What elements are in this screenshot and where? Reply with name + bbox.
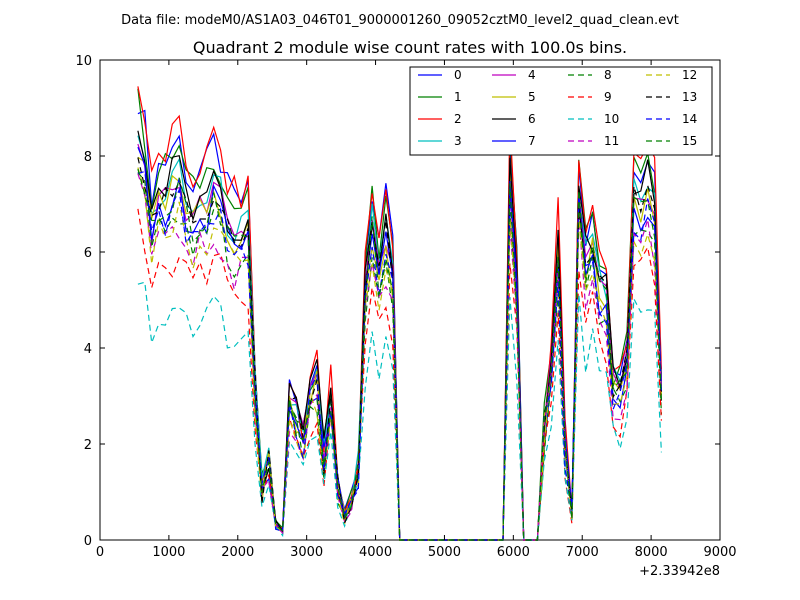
legend-label-12: 12 [682, 68, 697, 82]
x-tick-label: 8000 [635, 545, 668, 560]
series-line-15 [137, 168, 662, 541]
series-line-10 [137, 281, 662, 541]
chart-suptitle: Data file: modeM0/AS1A03_046T01_90000012… [121, 13, 679, 28]
legend-label-11: 11 [604, 134, 619, 148]
x-tick-label: 0 [96, 545, 104, 560]
y-tick-label: 0 [84, 534, 92, 549]
series-line-1 [137, 88, 662, 541]
legend-label-0: 0 [454, 68, 462, 82]
legend-label-13: 13 [682, 90, 697, 104]
legend-label-15: 15 [682, 134, 697, 148]
series-lines [137, 86, 662, 541]
y-tick-label: 8 [84, 150, 92, 165]
x-tick-label: 7000 [566, 545, 599, 560]
legend-label-1: 1 [454, 90, 462, 104]
series-line-9 [137, 208, 662, 541]
legend-label-14: 14 [682, 112, 697, 126]
legend-label-10: 10 [604, 112, 619, 126]
legend-label-3: 3 [454, 134, 462, 148]
y-tick-label: 6 [84, 246, 92, 261]
x-axis-offset-label: +2.33942e8 [639, 564, 720, 579]
x-tick-label: 2000 [221, 545, 254, 560]
legend-label-9: 9 [604, 90, 612, 104]
chart-title: Quadrant 2 module wise count rates with … [193, 38, 627, 57]
x-tick-label: 3000 [290, 545, 323, 560]
legend-label-6: 6 [528, 112, 536, 126]
legend-label-4: 4 [528, 68, 536, 82]
x-tick-label: 5000 [428, 545, 461, 560]
x-tick-label: 4000 [359, 545, 392, 560]
y-tick-label: 10 [75, 54, 92, 69]
x-tick-label: 1000 [152, 545, 185, 560]
x-tick-label: 6000 [497, 545, 530, 560]
legend-label-5: 5 [528, 90, 536, 104]
legend-label-2: 2 [454, 112, 462, 126]
series-line-13 [137, 157, 662, 541]
x-tick-label: 9000 [703, 545, 736, 560]
legend-label-7: 7 [528, 134, 536, 148]
y-tick-label: 2 [84, 438, 92, 453]
legend-label-8: 8 [604, 68, 612, 82]
y-tick-label: 4 [84, 342, 92, 357]
x-axis-ticks: 0 1000 2000 3000 4000 5000 6000 7000 8000 9000 [96, 60, 737, 560]
legend-frame [409, 66, 713, 156]
